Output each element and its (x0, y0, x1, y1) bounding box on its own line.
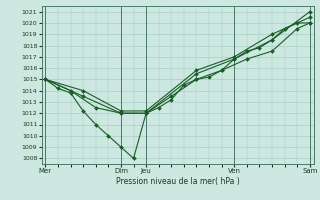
X-axis label: Pression niveau de la mer( hPa ): Pression niveau de la mer( hPa ) (116, 177, 239, 186)
